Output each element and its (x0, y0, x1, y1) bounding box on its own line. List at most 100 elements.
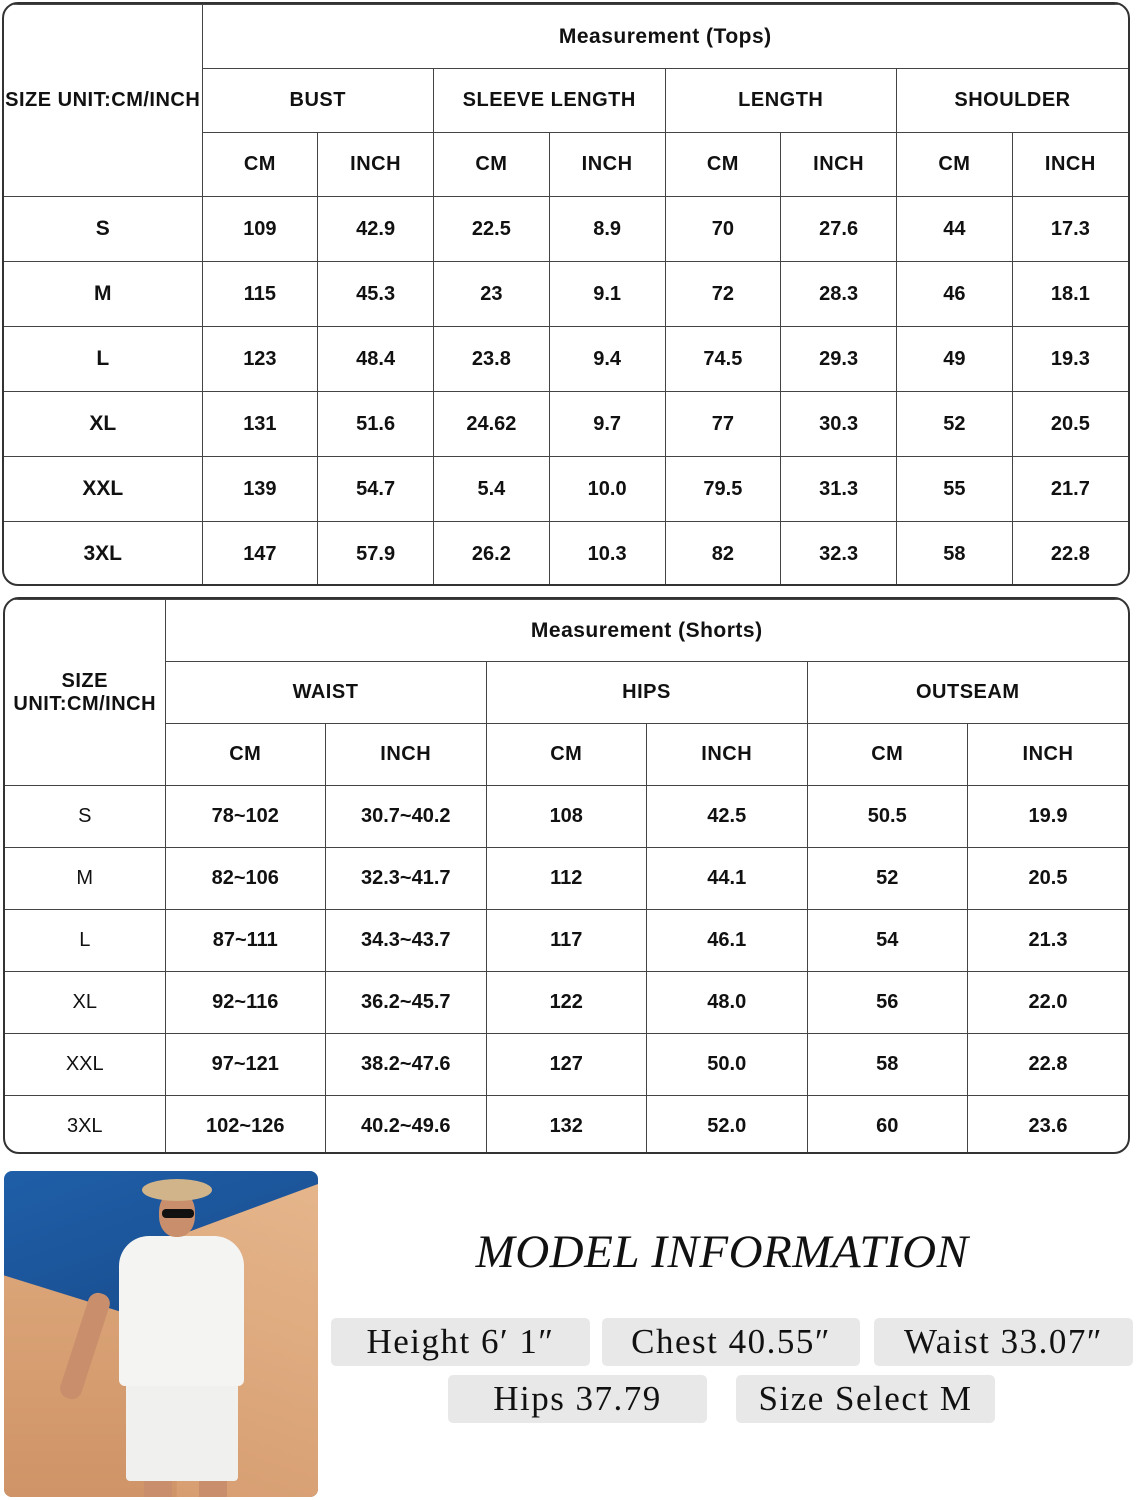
measurement-cell: 10.0 (548, 456, 666, 522)
unit-header: INCH (317, 132, 434, 197)
measurement-cell: 54 (806, 909, 968, 972)
size-label: M (5, 847, 166, 910)
measurement-cell: 58 (896, 521, 1013, 584)
table-row: L 87~111 34.3~43.7 117 46.1 54 21.3 (5, 909, 1128, 972)
measurement-cell: 18.1 (1011, 261, 1128, 327)
measurement-cell: 19.9 (967, 785, 1128, 848)
measurement-cell: 108 (485, 785, 647, 848)
table-row: M 82~106 32.3~41.7 112 44.1 52 20.5 (5, 847, 1128, 910)
unit-header: INCH (646, 723, 808, 786)
measurement-cell: 127 (485, 1033, 647, 1096)
measurement-cell: 123 (201, 326, 319, 392)
measurement-cell: 21.7 (1011, 456, 1128, 522)
size-unit-header: SIZE UNIT:CM/INCH (4, 4, 203, 197)
measurement-cell: 147 (201, 521, 319, 584)
size-label: M (4, 261, 203, 327)
measurement-cell: 72 (664, 261, 782, 327)
column-group-header: BUST (202, 68, 434, 133)
measurement-cell: 22.8 (1011, 521, 1128, 584)
table-row: 3XL 102~126 40.2~49.6 132 52.0 60 23.6 (5, 1095, 1128, 1152)
measurement-cell: 52 (806, 847, 968, 910)
measurement-cell: 34.3~43.7 (325, 909, 487, 972)
measurement-cell: 122 (485, 971, 647, 1034)
unit-header: CM (165, 723, 326, 786)
table-row: S 78~102 30.7~40.2 108 42.5 50.5 19.9 (5, 785, 1128, 848)
measurement-cell: 50.5 (806, 785, 968, 848)
measurement-cell: 82~106 (164, 847, 326, 910)
measurement-cell: 31.3 (780, 456, 897, 522)
measurement-cell: 17.3 (1011, 196, 1128, 262)
measurement-cell: 132 (485, 1095, 647, 1152)
measurement-cell: 22.0 (967, 971, 1128, 1034)
measurement-cell: 24.62 (433, 391, 550, 457)
model-waist-badge: Waist 33.07″ (874, 1318, 1133, 1366)
unit-header: CM (433, 132, 550, 197)
unit-header: CM (896, 132, 1013, 197)
measurement-cell: 79.5 (664, 456, 782, 522)
measurement-cell: 109 (201, 196, 319, 262)
size-label: 3XL (5, 1095, 166, 1152)
measurement-cell: 77 (664, 391, 782, 457)
measurement-cell: 32.3~41.7 (325, 847, 487, 910)
size-label: L (5, 909, 166, 972)
measurement-cell: 26.2 (433, 521, 550, 584)
measurement-cell: 23.8 (433, 326, 550, 392)
measurement-cell: 50.0 (646, 1033, 808, 1096)
size-label: L (4, 326, 203, 392)
measurement-cell: 9.4 (548, 326, 666, 392)
shorts-size-table: SIZE UNIT:CM/INCH Measurement (Shorts) WAI… (3, 597, 1130, 1154)
size-unit-header: SIZE UNIT:CM/INCH (5, 599, 166, 786)
measurement-cell: 38.2~47.6 (325, 1033, 487, 1096)
model-size-badge: Size Select M (736, 1375, 995, 1423)
measurement-cell: 28.3 (780, 261, 897, 327)
table-row: M 115 45.3 23 9.1 72 28.3 46 18.1 (4, 261, 1128, 327)
unit-header: INCH (1011, 132, 1128, 197)
column-group-header: SHOULDER (896, 68, 1128, 133)
size-label: XL (4, 391, 203, 457)
table-row: XL 131 51.6 24.62 9.7 77 30.3 52 20.5 (4, 391, 1128, 457)
measurement-cell: 54.7 (317, 456, 434, 522)
unit-header: CM (806, 723, 968, 786)
table-row: XL 92~116 36.2~45.7 122 48.0 56 22.0 (5, 971, 1128, 1034)
measurement-cell: 117 (485, 909, 647, 972)
column-group-header: HIPS (485, 661, 808, 724)
measurement-cell: 112 (485, 847, 647, 910)
measurement-cell: 21.3 (967, 909, 1128, 972)
model-photo (4, 1171, 318, 1497)
measurement-cell: 27.6 (780, 196, 897, 262)
measurement-cell: 9.7 (548, 391, 666, 457)
column-group-header: SLEEVE LENGTH (433, 68, 666, 133)
measurement-cell: 36.2~45.7 (325, 971, 487, 1034)
table-row: XXL 139 54.7 5.4 10.0 79.5 31.3 55 21.7 (4, 456, 1128, 522)
table-row: XXL 97~121 38.2~47.6 127 50.0 58 22.8 (5, 1033, 1128, 1096)
measurement-cell: 102~126 (164, 1095, 326, 1152)
size-label: XXL (5, 1033, 166, 1096)
measurement-cell: 20.5 (967, 847, 1128, 910)
measurement-cell: 52.0 (646, 1095, 808, 1152)
model-height-badge: Height 6′ 1″ (331, 1318, 590, 1366)
measurement-cell: 82 (664, 521, 782, 584)
size-label: 3XL (4, 521, 203, 584)
size-label: S (4, 196, 203, 262)
measurement-cell: 58 (806, 1033, 968, 1096)
measurement-cell: 23.6 (967, 1095, 1128, 1152)
measurement-cell: 22.8 (967, 1033, 1128, 1096)
measurement-cell: 42.5 (646, 785, 808, 848)
measurement-cell: 40.2~49.6 (325, 1095, 487, 1152)
unit-header: INCH (780, 132, 897, 197)
model-information-title: MODEL INFORMATION (475, 1226, 969, 1278)
measurement-cell: 87~111 (164, 909, 326, 972)
model-hips-badge: Hips 37.79 (448, 1375, 707, 1423)
measurement-cell: 19.3 (1011, 326, 1128, 392)
measurement-cell: 56 (806, 971, 968, 1034)
measurement-cell: 51.6 (317, 391, 434, 457)
measurement-cell: 30.7~40.2 (325, 785, 487, 848)
table-title: Measurement (Tops) (201, 4, 1128, 69)
column-group-header: WAIST (165, 661, 487, 724)
measurement-cell: 92~116 (164, 971, 326, 1034)
measurement-cell: 52 (896, 391, 1013, 457)
measurement-cell: 74.5 (664, 326, 782, 392)
measurement-cell: 5.4 (433, 456, 550, 522)
measurement-cell: 42.9 (317, 196, 434, 262)
measurement-cell: 10.3 (548, 521, 666, 584)
